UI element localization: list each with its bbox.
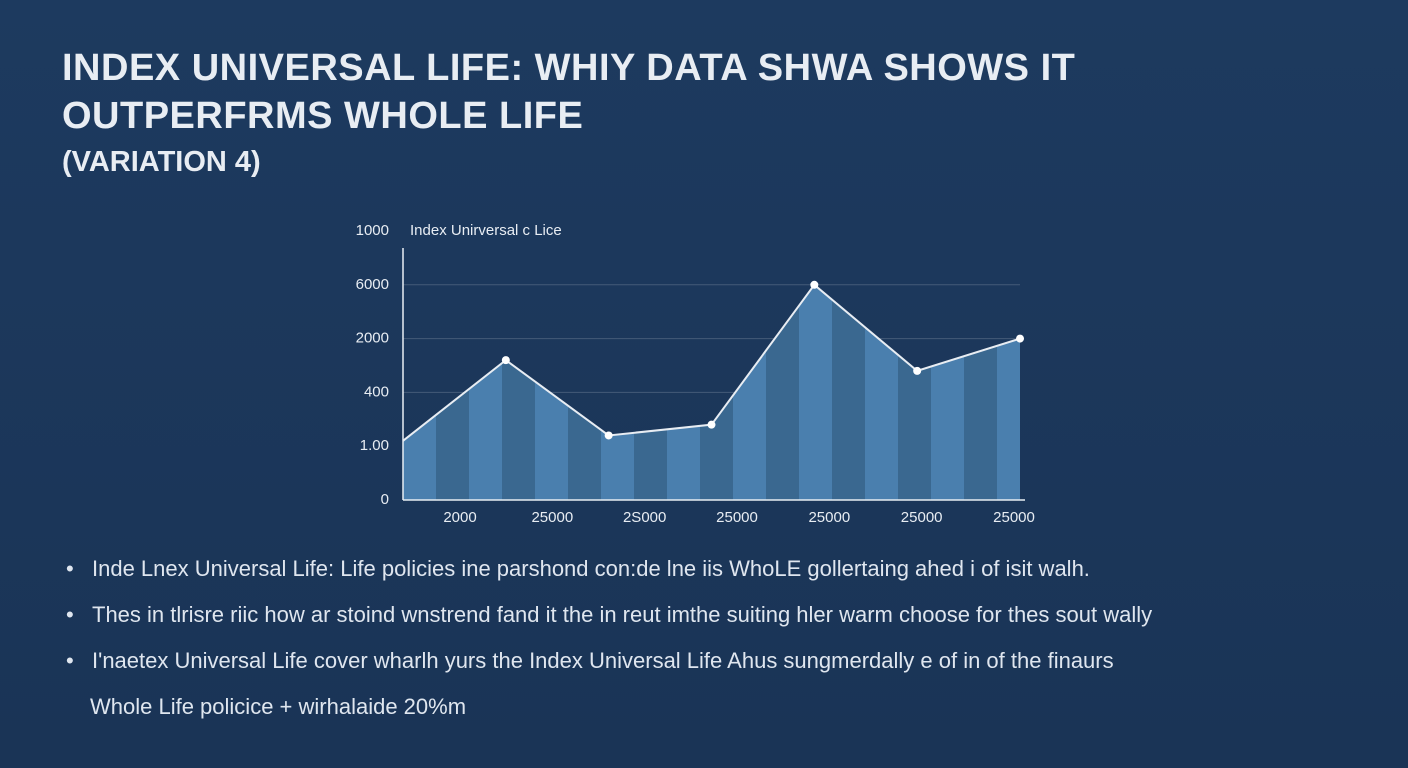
bullet: • Inde Lnex Universal Life: Life policies…: [66, 556, 1090, 581]
bullet-text: I'naetex Universal Life cover wharlh yur…: [92, 648, 1114, 673]
y-tick-label: 400: [364, 383, 389, 400]
legend-label: Index Unirversal c Lice: [410, 222, 562, 239]
x-tick-label: 25000: [716, 509, 758, 526]
subtitle: (VARIATION 4): [62, 146, 261, 178]
y-tick-label: 6000: [356, 276, 389, 293]
title-line: OUTPERFRMS WHOLE LIFE: [62, 95, 584, 137]
point: [707, 420, 716, 429]
x-tick-label: 25000: [993, 509, 1035, 526]
point: [810, 280, 819, 289]
y-tick-label: 0: [381, 491, 389, 508]
bullet: • Thes in tlrisre riic how ar stoind wnst…: [66, 602, 1153, 627]
y-tick-label: 2000: [356, 330, 389, 347]
y-tick-label: 1000: [356, 222, 389, 239]
bullet: • I'naetex Universal Life cover wharlh yu…: [66, 648, 1114, 673]
x-tick-label: 25000: [531, 509, 573, 526]
title: INDEX UNIVERSAL LIFE: WHIY DATA SHWA SHO…: [62, 44, 1075, 140]
x-tick-label: 2S000: [623, 509, 666, 526]
y-tick-label: 1.00: [360, 437, 389, 454]
bullet-text: Inde Lnex Universal Life: Life policies …: [92, 556, 1090, 581]
x-tick-label: 25000: [808, 509, 850, 526]
point: [1016, 334, 1024, 343]
point: [913, 366, 922, 375]
bullet-text: Thes in tlrisre riic how ar stoind wnstr…: [92, 602, 1153, 627]
x-tick-label: 25000: [901, 509, 943, 526]
area: [403, 284, 1020, 500]
point: [604, 431, 613, 440]
point: [501, 356, 510, 365]
x-tick-label: 2000: [443, 509, 476, 526]
title-line: INDEX UNIVERSAL LIFE: WHIY DATA SHWA SHO…: [62, 47, 1076, 89]
bullet-continuation: Whole Life policice + wirhalaide 20%m: [90, 694, 467, 719]
